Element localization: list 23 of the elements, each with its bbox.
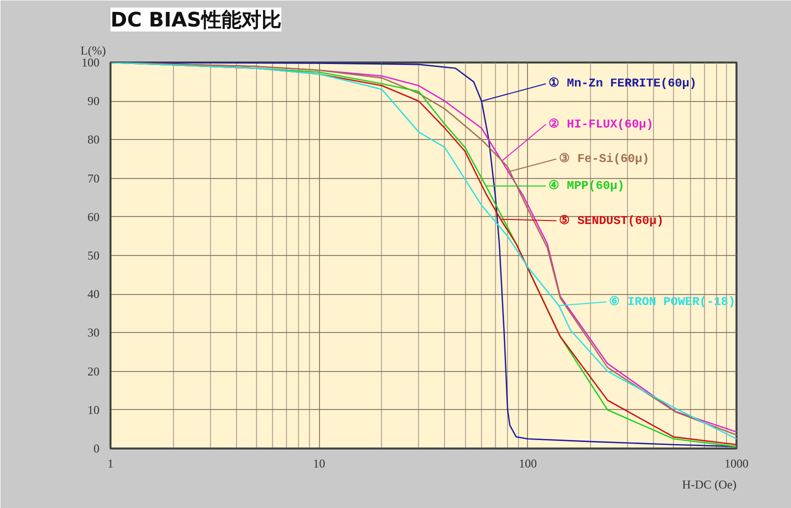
legend-label: ④ MPP(60μ) bbox=[548, 179, 625, 194]
y-tick-label: 70 bbox=[88, 171, 100, 186]
x-tick-label: 100 bbox=[518, 456, 537, 470]
y-tick-label: 10 bbox=[88, 402, 100, 417]
y-tick-label: 80 bbox=[88, 132, 100, 147]
chart-title: DC BIAS性能对比 bbox=[110, 8, 282, 32]
x-tick-label: 10 bbox=[313, 456, 326, 470]
y-tick-label: 30 bbox=[88, 326, 100, 340]
text: ② HI-FLUX(60μ) bbox=[548, 117, 654, 132]
y-tick-label: 60 bbox=[88, 210, 100, 224]
y-tick-label: 20 bbox=[88, 364, 100, 378]
y-tick-label: 40 bbox=[88, 287, 100, 302]
y-axis-title: L(%) bbox=[80, 44, 106, 58]
y-tick-label: 50 bbox=[88, 248, 100, 262]
x-tick-label: 1000 bbox=[724, 456, 748, 470]
legend-label: ⑤ SENDUST(60μ) bbox=[559, 214, 664, 228]
x-axis-title: H-DC (Oe) bbox=[682, 478, 737, 492]
x-tick-label: 1 bbox=[108, 456, 114, 470]
y-tick-label: 90 bbox=[88, 94, 100, 108]
text: ① Mn-Zn FERRITE(60μ) bbox=[548, 76, 697, 91]
y-tick-label: 100 bbox=[82, 56, 100, 70]
y-tick-label: 0 bbox=[94, 442, 100, 456]
legend-label: ⑥ IRON POWER(-18) bbox=[609, 294, 736, 309]
